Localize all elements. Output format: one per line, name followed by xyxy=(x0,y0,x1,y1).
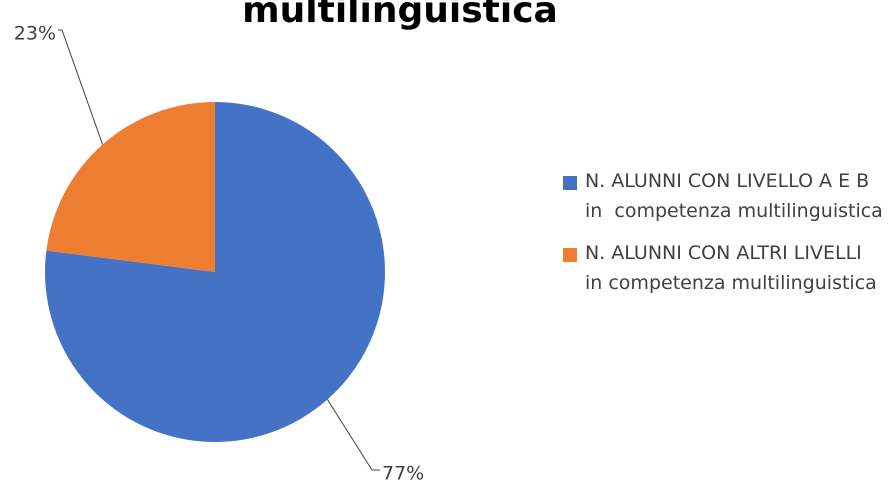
legend-label: N. ALUNNI CON LIVELLO A E B in competenz… xyxy=(585,170,883,222)
chart-title: multilinguistica xyxy=(242,0,558,31)
data-label: 77% xyxy=(382,463,424,485)
legend-swatch xyxy=(563,248,577,262)
pie-slice xyxy=(44,102,386,443)
pie-slice xyxy=(46,102,215,272)
legend-label: N. ALUNNI CON ALTRI LIVELLI in competenz… xyxy=(585,242,877,294)
legend: N. ALUNNI CON LIVELLO A E B in competenz… xyxy=(563,166,883,310)
legend-swatch xyxy=(563,176,577,190)
legend-entry: N. ALUNNI CON LIVELLO A E B in competenz… xyxy=(563,166,883,226)
data-label: 23% xyxy=(14,23,56,45)
leader-line xyxy=(327,399,380,471)
leader-line xyxy=(58,29,104,145)
legend-entry: N. ALUNNI CON ALTRI LIVELLI in competenz… xyxy=(563,238,883,298)
